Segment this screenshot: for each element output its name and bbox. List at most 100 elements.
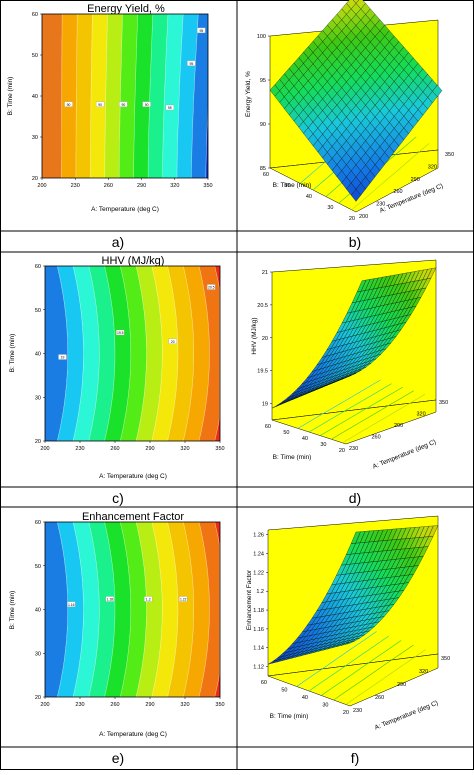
contour-label-box xyxy=(64,101,73,107)
contour-band xyxy=(73,266,100,441)
x-tick-label: 200 xyxy=(37,183,46,189)
floor-contour xyxy=(342,394,426,444)
contour-line xyxy=(167,521,179,698)
x-axis-label: A: Temperature (deg C) xyxy=(372,439,437,471)
contour-band xyxy=(162,14,184,178)
y-tick-label: 60 xyxy=(263,172,269,178)
panel-label-a: a) xyxy=(112,234,124,250)
contour-label: 1.18 xyxy=(106,598,113,602)
x-tick-label: 320 xyxy=(170,183,179,189)
contour-line xyxy=(118,13,123,178)
contour-band xyxy=(133,14,153,178)
contour-plot-hhv: HHV (MJ/kg) 19 19.5 20 20.5 200 230 260 290 320… xyxy=(9,255,225,480)
contour-band xyxy=(57,266,84,441)
z-tick-label: 1.18 xyxy=(253,608,264,614)
contour-line xyxy=(90,13,93,178)
panel-label-f: f) xyxy=(351,750,360,766)
contour-line xyxy=(57,521,69,698)
x-tick-label: 350 xyxy=(215,702,224,708)
surface-plot-energy-yield: 85 90 95 100 200 230 260 290 320 350 20 30 40 50 60 En… xyxy=(245,0,454,222)
floor-contour xyxy=(296,631,377,687)
contour-line xyxy=(57,265,69,442)
contour-label-box xyxy=(116,329,125,336)
contour-line xyxy=(198,521,210,698)
contour-band xyxy=(88,522,115,697)
panel-label-d: d) xyxy=(349,490,361,506)
x-tick-label: 350 xyxy=(445,152,454,158)
surface-mesh xyxy=(269,0,443,211)
contour-band xyxy=(167,522,194,697)
contour-label-box xyxy=(187,60,196,66)
x-tick-label: 200 xyxy=(40,702,49,708)
panel-label-c: c) xyxy=(112,490,124,506)
contour-band xyxy=(167,266,194,441)
y-tick-label: 20 xyxy=(349,216,355,222)
axis-ticks: 200 230 260 290 320 350 20 30 40 50 60 xyxy=(35,520,225,708)
contour-label: 90 xyxy=(98,103,102,107)
contour-label-box xyxy=(105,596,114,602)
contour-plot-enhancement-factor: Enhancement Factor 1.16 1.18 1.2 1.22 200 23… xyxy=(9,511,225,738)
z-tick-label: 1.16 xyxy=(253,627,264,633)
x-axis-label: A: Temperature (deg C) xyxy=(99,731,167,738)
y-tick-label: 60 xyxy=(261,680,267,686)
contour-band xyxy=(199,266,220,441)
chart-title: Energy Yield, % xyxy=(87,3,165,15)
surface-plot-enhancement-factor: 1.12 1.14 1.16 1.18 1.2 1.22 1.24 1.26 230 260 290… xyxy=(246,515,450,732)
axis-ticks: 200 230 260 290 320 350 20 30 40 50 60 xyxy=(32,12,213,189)
z-tick-label: 1.26 xyxy=(253,533,264,539)
surface-cell xyxy=(351,188,361,202)
contour-line xyxy=(75,14,78,178)
axis-ticks: 19 19.5 20 20.5 21 230 260 290 320 350 20 30 40 50 60 xyxy=(257,270,448,454)
contour-band xyxy=(183,266,210,441)
surface-mesh xyxy=(267,525,439,705)
surface-cell xyxy=(341,375,352,380)
z-axis-label: Enhancement Factor xyxy=(246,569,253,630)
contour-line xyxy=(183,521,194,698)
contour-bands: 90 90 90 90 95 95 95 xyxy=(42,13,209,179)
contour-band xyxy=(199,522,220,697)
chart-title: HHV (MJ/kg) xyxy=(102,255,165,267)
x-tick-label: 350 xyxy=(439,400,448,406)
x-tick-label: 260 xyxy=(375,695,384,701)
contour-band xyxy=(45,522,68,697)
z-axis-label: HHV (MJ/kg) xyxy=(251,317,258,354)
y-tick-label: 40 xyxy=(35,352,41,358)
y-tick-label: 30 xyxy=(327,205,333,211)
axis-ticks: 200 230 260 290 320 350 20 30 40 50 60 xyxy=(35,264,225,452)
contour-band xyxy=(205,14,208,178)
x-tick-label: 230 xyxy=(376,202,385,208)
contour-line xyxy=(133,13,139,179)
y-axis-label: B: Time (min) xyxy=(273,454,312,461)
contour-line xyxy=(151,521,163,698)
axis-ticks: 85 90 95 100 200 230 260 290 320 350 20 30 40 50 60 xyxy=(257,34,454,222)
x-tick-label: 200 xyxy=(40,446,49,452)
y-tick-label: 50 xyxy=(284,183,290,189)
z-tick-label: 95 xyxy=(260,78,266,84)
contour-band xyxy=(151,266,178,441)
contour-line xyxy=(104,265,116,442)
contour-line xyxy=(214,521,220,698)
contour-band xyxy=(88,266,115,441)
y-tick-label: 30 xyxy=(35,395,41,401)
y-tick-label: 20 xyxy=(35,439,41,445)
x-tick-label: 260 xyxy=(110,702,119,708)
y-tick-label: 40 xyxy=(302,436,308,442)
contour-band xyxy=(191,14,208,178)
y-tick-label: 20 xyxy=(343,710,349,716)
contour-plot-energy-yield: Energy Yield, % 90 90 90 90 95 95 95 200 230 260… xyxy=(7,3,213,213)
contour-line xyxy=(72,265,84,442)
contour-band xyxy=(104,266,131,441)
contour-line xyxy=(176,13,184,178)
contour-label-box xyxy=(95,101,105,107)
y-tick-label: 20 xyxy=(32,176,38,182)
contour-band xyxy=(45,266,68,441)
z-axis-label: Energy Yield, % xyxy=(245,71,252,117)
x-tick-label: 230 xyxy=(349,446,358,452)
y-tick-label: 20 xyxy=(35,695,41,701)
contour-band xyxy=(73,522,100,697)
contour-line xyxy=(191,13,199,179)
x-tick-label: 230 xyxy=(75,702,84,708)
y-tick-label: 60 xyxy=(35,520,41,526)
contour-band xyxy=(183,522,210,697)
contour-band xyxy=(151,522,178,697)
